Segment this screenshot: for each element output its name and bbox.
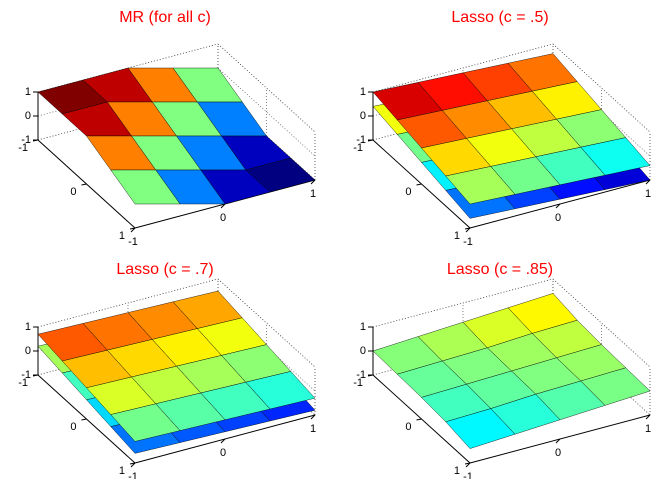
z-tick-label: -1 xyxy=(356,369,366,381)
tick-mark xyxy=(81,183,87,186)
x-tick-label: -1 xyxy=(128,471,138,479)
z-tick-label: -1 xyxy=(356,134,366,146)
tick-mark xyxy=(645,179,651,185)
grid-line xyxy=(37,278,219,328)
tick-mark xyxy=(130,227,136,233)
chart-title: Lasso (c = .85) xyxy=(447,261,553,278)
surface-face xyxy=(445,166,516,205)
grid-line xyxy=(217,67,316,157)
tick-mark xyxy=(81,418,87,421)
y-tick-label: 0 xyxy=(405,186,411,198)
x-tick-label: 1 xyxy=(310,188,316,200)
y-tick-label: -1 xyxy=(18,377,28,389)
grid-line xyxy=(217,43,316,133)
tick-mark xyxy=(220,438,226,444)
x-tick-label: 0 xyxy=(220,447,226,459)
x-tick-label: -1 xyxy=(128,236,138,248)
x-tick-label: 1 xyxy=(645,188,651,200)
tick-mark xyxy=(465,462,471,468)
subplot: MR (for all c)-101-101-101 xyxy=(18,9,316,248)
z-tick-label: 1 xyxy=(25,321,31,333)
y-tick-label: -1 xyxy=(18,142,28,154)
x-tick-label: 0 xyxy=(555,447,561,459)
z-tick-label: -1 xyxy=(21,369,31,381)
subplot: Lasso (c = .7)-101-101-101 xyxy=(18,261,316,479)
tick-mark xyxy=(645,414,651,420)
tick-mark xyxy=(416,418,422,421)
tick-mark xyxy=(129,227,136,230)
chart-title: Lasso (c = .7) xyxy=(116,261,213,278)
grid-line xyxy=(217,278,316,368)
z-tick-label: 1 xyxy=(25,86,31,98)
y-tick-label: -1 xyxy=(353,377,363,389)
subplot: Lasso (c = .5)-101-101-101 xyxy=(353,9,651,248)
tick-mark xyxy=(130,462,136,468)
chart-title: MR (for all c) xyxy=(119,9,211,26)
tick-mark xyxy=(129,462,136,465)
y-tick-label: 0 xyxy=(70,186,76,198)
tick-mark xyxy=(555,438,561,444)
y-tick-label: 0 xyxy=(70,421,76,433)
x-tick-label: 1 xyxy=(310,423,316,435)
tick-mark xyxy=(465,227,471,233)
z-tick-label: 0 xyxy=(360,345,366,357)
z-tick-label: 0 xyxy=(360,110,366,122)
surface-face xyxy=(110,169,181,205)
surface-face xyxy=(445,408,516,449)
grid-line xyxy=(552,278,651,368)
tick-mark xyxy=(416,183,422,186)
y-tick-label: 1 xyxy=(454,465,460,477)
x-tick-label: -1 xyxy=(463,236,473,248)
z-tick-label: 1 xyxy=(360,86,366,98)
y-tick-label: -1 xyxy=(353,142,363,154)
x-tick-label: 0 xyxy=(555,212,561,224)
y-tick-label: 1 xyxy=(119,465,125,477)
grid-line xyxy=(552,43,651,133)
grid-line xyxy=(372,278,554,328)
chart-title: Lasso (c = .5) xyxy=(451,9,548,26)
tick-mark xyxy=(464,227,471,230)
y-tick-label: 1 xyxy=(454,230,460,242)
z-tick-label: 1 xyxy=(360,321,366,333)
grid-line xyxy=(372,43,554,93)
z-tick-label: -1 xyxy=(21,134,31,146)
subplot: Lasso (c = .85)-101-101-101 xyxy=(353,261,651,479)
tick-mark xyxy=(310,414,316,420)
tick-mark xyxy=(220,203,226,209)
tick-mark xyxy=(555,203,561,209)
x-tick-label: -1 xyxy=(463,471,473,479)
z-tick-label: 0 xyxy=(25,345,31,357)
x-tick-label: 0 xyxy=(220,212,226,224)
tick-mark xyxy=(464,462,471,465)
y-tick-label: 0 xyxy=(405,421,411,433)
surface-face xyxy=(110,403,181,442)
z-tick-label: 0 xyxy=(25,110,31,122)
x-tick-label: 1 xyxy=(645,423,651,435)
tick-mark xyxy=(310,179,316,185)
y-tick-label: 1 xyxy=(119,230,125,242)
